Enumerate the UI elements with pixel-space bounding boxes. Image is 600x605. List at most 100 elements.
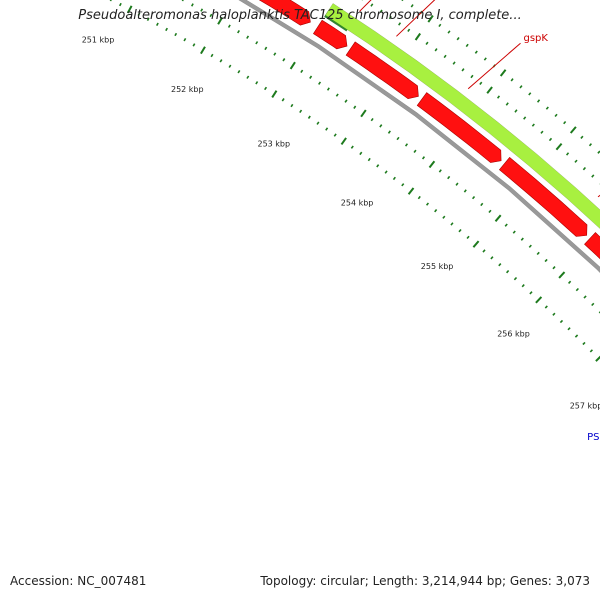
tick-mark bbox=[319, 82, 321, 85]
scale-label: 257 kbp bbox=[570, 401, 600, 410]
tick-mark bbox=[229, 25, 231, 28]
gene-label[interactable]: gspK bbox=[524, 33, 549, 44]
scale-label: 252 kbp bbox=[171, 85, 204, 94]
tick-mark bbox=[247, 36, 249, 39]
scale-label: 255 kbp bbox=[421, 262, 454, 271]
background-ticks bbox=[0, 0, 600, 422]
tick-mark bbox=[380, 125, 382, 128]
accession-label: Accession: bbox=[10, 574, 73, 588]
tick-mark bbox=[368, 158, 370, 161]
tick-mark bbox=[426, 42, 428, 44]
gene-label[interactable]: PSHAa0244 bbox=[587, 432, 600, 443]
tick-mark bbox=[555, 114, 557, 116]
tick-mark bbox=[430, 161, 435, 167]
tick-mark bbox=[409, 188, 414, 194]
tick-mark bbox=[475, 51, 477, 53]
tick-mark bbox=[238, 70, 240, 73]
tick-mark bbox=[483, 250, 485, 252]
tick-mark bbox=[456, 183, 458, 185]
tick-mark bbox=[342, 138, 347, 145]
tick-mark bbox=[471, 75, 473, 77]
scale-label: 254 kbp bbox=[341, 198, 374, 207]
tick-mark bbox=[385, 171, 387, 173]
tick-mark bbox=[256, 42, 258, 45]
tick-mark bbox=[464, 190, 466, 192]
tick-mark bbox=[406, 144, 408, 146]
tick-mark bbox=[536, 297, 542, 303]
tick-mark bbox=[371, 118, 373, 120]
tick-mark bbox=[473, 197, 475, 199]
tick-mark bbox=[462, 69, 464, 71]
tick-mark bbox=[402, 0, 404, 1]
tick-mark bbox=[575, 335, 577, 337]
tick-mark bbox=[291, 62, 295, 69]
tick-mark bbox=[505, 224, 507, 226]
tick-mark bbox=[568, 328, 570, 330]
tick-mark bbox=[576, 289, 578, 291]
tick-mark bbox=[336, 94, 338, 96]
tick-mark bbox=[238, 30, 240, 33]
tick-mark bbox=[583, 168, 585, 170]
length-label: Length: bbox=[373, 574, 418, 588]
tick-mark bbox=[182, 0, 183, 1]
tick-mark bbox=[184, 38, 186, 41]
tick-mark bbox=[351, 146, 353, 148]
tick-mark bbox=[457, 38, 459, 40]
tick-mark bbox=[575, 160, 577, 162]
chromosome-backbone bbox=[2, 0, 600, 444]
tick-mark bbox=[553, 313, 555, 315]
accession-info: Accession: NC_007481 bbox=[10, 574, 146, 588]
accession-value: NC_007481 bbox=[77, 574, 146, 588]
tick-mark bbox=[467, 236, 469, 238]
tick-mark bbox=[522, 285, 524, 287]
tick-mark bbox=[361, 110, 366, 117]
tick-mark bbox=[256, 82, 258, 85]
genes-label: Genes: bbox=[510, 574, 552, 588]
gene-features[interactable] bbox=[6, 0, 600, 442]
tick-mark bbox=[583, 342, 585, 344]
tick-mark bbox=[506, 103, 508, 105]
topology-value: circular bbox=[320, 574, 364, 588]
tick-mark bbox=[532, 124, 534, 126]
tick-mark bbox=[309, 116, 311, 119]
tick-mark bbox=[435, 210, 437, 212]
scale-label: 256 kbp bbox=[497, 330, 530, 339]
tick-mark bbox=[584, 296, 586, 298]
tick-mark bbox=[538, 100, 540, 102]
tick-mark bbox=[317, 122, 319, 125]
tick-mark bbox=[439, 170, 441, 172]
tick-mark bbox=[530, 292, 532, 294]
tick-mark bbox=[328, 88, 330, 91]
tick-mark bbox=[546, 107, 548, 109]
tick-mark bbox=[451, 223, 453, 225]
tick-mark bbox=[498, 96, 500, 98]
map-title: Pseudoalteromonas haloplanktis TAC125 ch… bbox=[0, 8, 600, 23]
tick-mark bbox=[291, 104, 293, 107]
tick-mark bbox=[435, 49, 437, 51]
tick-mark bbox=[459, 230, 461, 232]
tick-mark bbox=[193, 44, 195, 47]
tick-mark bbox=[301, 70, 303, 73]
tick-mark bbox=[592, 303, 594, 305]
tick-mark bbox=[507, 271, 509, 273]
tick-mark bbox=[334, 134, 336, 136]
tick-mark bbox=[427, 203, 429, 205]
tick-mark bbox=[567, 153, 569, 155]
tick-mark bbox=[265, 87, 267, 90]
tick-mark bbox=[229, 65, 231, 68]
tick-mark bbox=[537, 252, 539, 254]
tick-mark bbox=[389, 131, 391, 134]
tick-mark bbox=[448, 31, 450, 33]
tick-mark bbox=[444, 55, 446, 57]
tick-mark bbox=[541, 131, 543, 133]
tick-mark bbox=[499, 264, 501, 266]
tick-mark bbox=[300, 110, 302, 113]
tick-mark bbox=[265, 47, 267, 50]
tick-mark bbox=[515, 110, 517, 112]
tick-mark bbox=[524, 117, 526, 119]
backbone-arc bbox=[2, 0, 600, 444]
scale-label: 253 kbp bbox=[257, 139, 290, 148]
tick-mark bbox=[402, 184, 404, 186]
